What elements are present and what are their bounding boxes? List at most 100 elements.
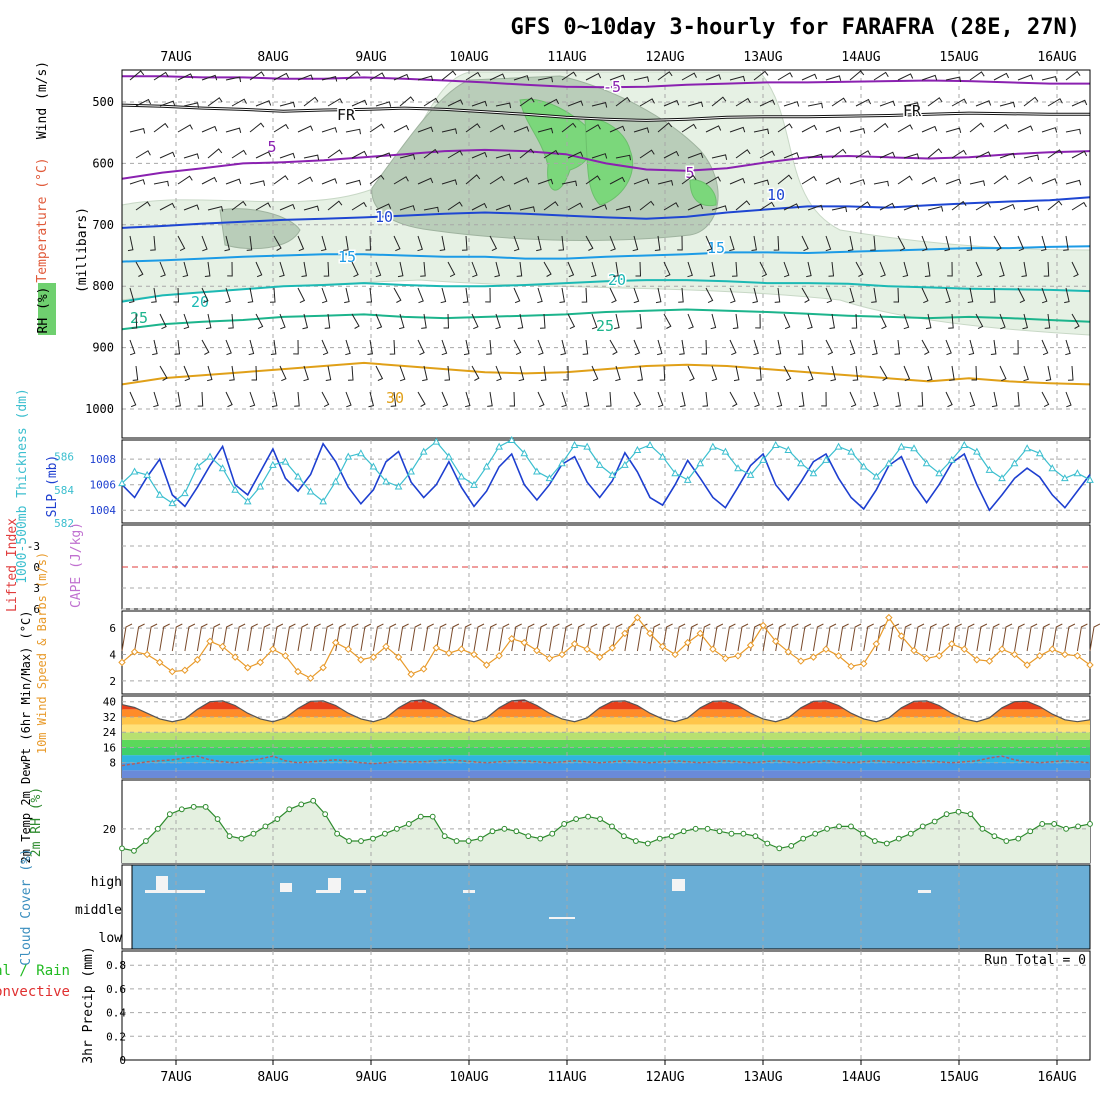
wind-barb-8-13 (440, 287, 447, 304)
wind-barb-11-29 (830, 365, 837, 382)
wind-barb-12-24 (702, 391, 709, 407)
temp2m-tick-2: 24 (103, 726, 117, 739)
wind-barb-1-34 (951, 98, 967, 107)
wind-barb-6-16 (513, 235, 520, 252)
thickness-tick-2: 586 (54, 451, 74, 464)
wind-barb-12-10 (368, 391, 375, 408)
wind-barb-1-2 (183, 102, 200, 108)
wind10m-point-73 (1036, 652, 1044, 660)
thickness-point-66 (947, 455, 956, 463)
wind-barb-2-17 (537, 127, 554, 134)
wind-barb-10-36 (990, 339, 997, 355)
wind-barb-0-15 (489, 73, 506, 81)
wind-barb-12-26 (753, 391, 760, 408)
wind10m-barb-6 (196, 623, 208, 652)
wind-barb-9-31 (879, 313, 887, 330)
wind-barb-2-14 (465, 123, 481, 133)
wind-barb-6-9 (343, 235, 349, 251)
wind-barb-9-3 (205, 313, 212, 330)
wind-barb-7-27 (783, 261, 790, 278)
upper-day-gridlines (175, 70, 1058, 410)
rh2m-point-10 (238, 835, 245, 842)
wind10m-barb-24 (423, 623, 434, 652)
thickness-point-49 (734, 464, 742, 472)
wind-barb-1-36 (999, 101, 1016, 108)
rh2m-point-39 (585, 813, 591, 820)
wind-barb-0-6 (273, 72, 290, 81)
wind-barb-4-21 (633, 178, 650, 185)
wind10m-barb-30 (498, 623, 510, 652)
thickness-point-42 (646, 440, 654, 448)
wind10m-point-66 (948, 640, 956, 648)
wind-barb-5-10 (375, 203, 392, 211)
wind-barb-11-36 (999, 365, 1007, 382)
x-tick-top-3: 10AUG (449, 50, 488, 65)
wind-barb-8-2 (173, 287, 180, 303)
wind-barb-1-31 (879, 100, 896, 107)
wind-barb-10-23 (679, 339, 685, 355)
ylabel-temp2m: 2m Temp 2m DewPt (6hr Min/Max) (°C) (19, 611, 33, 864)
wind-barb-12-15 (487, 391, 493, 407)
wind-barb-2-8 (321, 127, 338, 133)
wind10m-point-50 (746, 641, 755, 649)
thickness-point-36 (570, 440, 579, 448)
wind10m-barb-74 (1051, 623, 1063, 652)
x-tick-bottom-6: 13AUG (743, 1070, 782, 1085)
cloud-patch-1 (156, 876, 168, 890)
wind-barb-0-12 (417, 75, 434, 82)
wind-barb-12-20 (605, 391, 612, 407)
wind-barb-11-7 (303, 365, 309, 382)
wind-barb-7-13 (447, 261, 456, 278)
wind10m-point-24 (420, 665, 428, 673)
rh2m-point-18 (334, 830, 341, 837)
wind-barb-2-39 (1065, 128, 1081, 135)
precip-tick-4: 0.8 (106, 959, 126, 972)
temp-band-7 (122, 716, 1090, 725)
x-tick-top-0: 7AUG (160, 50, 191, 65)
cloud-patch-0 (145, 890, 205, 893)
wind10m-point-19 (357, 656, 365, 664)
wind-barb-3-15 (495, 153, 512, 160)
wind-barb-3-1 (159, 151, 176, 159)
rh2m-point-28 (453, 838, 460, 844)
wind-barb-9-2 (183, 313, 190, 330)
wind-barb-9-30 (851, 313, 858, 329)
rh2m-point-11 (250, 830, 257, 837)
wind-barb-0-8 (321, 75, 338, 82)
wind-barb-6-12 (417, 235, 423, 252)
wind-barb-4-22 (657, 179, 674, 186)
thickness-point-13 (281, 457, 290, 465)
wind-barb-3-8 (327, 149, 343, 159)
thickness-point-38 (595, 460, 604, 468)
wind-barb-8-24 (705, 287, 714, 304)
thickness-point-21 (382, 477, 390, 485)
wind-barb-0-32 (897, 73, 914, 81)
wind-barb-2-20 (609, 125, 626, 133)
wind-barb-8-17 (537, 287, 543, 304)
thickness-point-4 (168, 499, 177, 507)
wind-barb-10-21 (633, 339, 641, 356)
wind-barb-9-18 (567, 313, 576, 330)
rh2m-point-24 (405, 821, 412, 827)
wind-barb-11-11 (399, 365, 406, 382)
wind-barb-0-7 (297, 74, 314, 81)
wind-barb-11-24 (711, 365, 718, 382)
wind10m-barb-16 (322, 623, 334, 652)
ylabel-cape: CAPE (J/kg) (69, 522, 84, 608)
wind-barb-4-39 (1065, 179, 1082, 186)
wind-barb-12-37 (1014, 391, 1020, 407)
wind-barb-7-29 (828, 261, 835, 277)
wind-barb-12-18 (561, 391, 567, 408)
thickness-point-29 (482, 462, 491, 470)
precip-day-gridlines (175, 951, 1058, 1060)
wind-barb-11-32 (903, 365, 911, 382)
wind-barb-4-17 (537, 178, 554, 185)
wind10m-point-12 (269, 645, 277, 653)
wind-barb-3-4 (231, 149, 247, 159)
wind-barb-8-19 (581, 287, 588, 303)
wind-barb-5-32 (903, 204, 920, 211)
wind-barb-8-34 (945, 287, 951, 304)
thickness-point-11 (256, 482, 265, 490)
wind-barb-5-36 (999, 203, 1016, 211)
wind-barb-2-9 (345, 128, 361, 135)
